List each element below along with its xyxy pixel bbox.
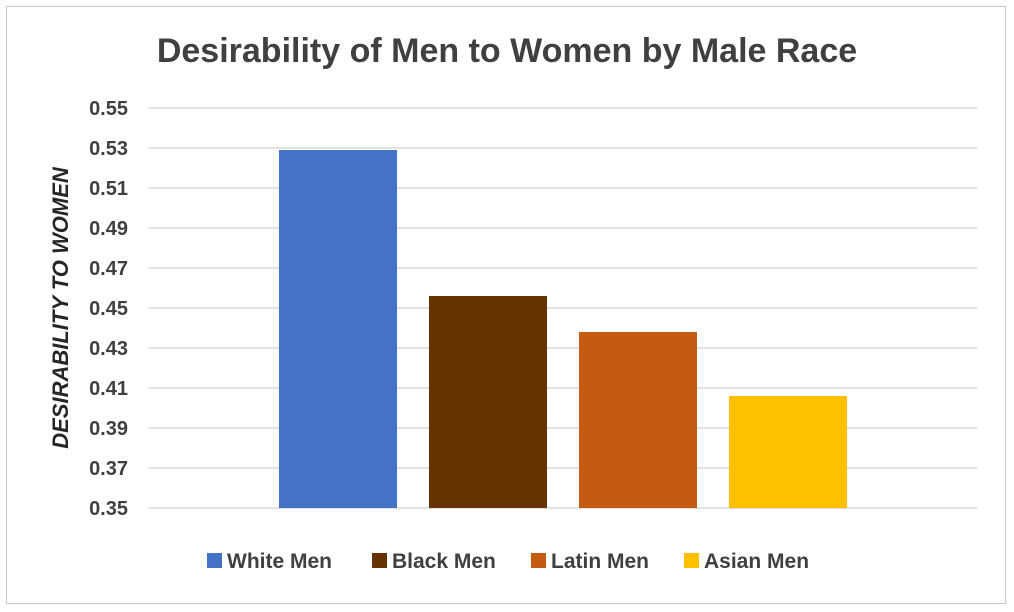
legend-swatch xyxy=(684,553,699,568)
legend: White Men Black Men Latin Men Asian Men xyxy=(207,550,809,573)
legend-swatch xyxy=(207,553,222,568)
y-tick-label: 0.55 xyxy=(89,98,128,120)
y-tick-label: 0.49 xyxy=(89,218,128,240)
y-tick-label: 0.43 xyxy=(89,338,128,360)
y-tick-label: 0.53 xyxy=(89,138,128,160)
y-tick-label: 0.47 xyxy=(89,258,128,280)
gridlines xyxy=(148,107,977,509)
bar-asian-men xyxy=(729,396,847,508)
y-tick-label: 0.45 xyxy=(89,298,128,320)
legend-swatch xyxy=(372,553,387,568)
y-axis-label: DESIRABILITY TO WOMEN xyxy=(48,166,73,449)
bar-latin-men xyxy=(579,332,697,508)
y-tick-label: 0.41 xyxy=(89,378,128,400)
bar-white-men xyxy=(279,150,397,508)
bar-black-men xyxy=(429,296,547,508)
chart-title: Desirability of Men to Women by Male Rac… xyxy=(157,32,857,70)
y-axis-ticks: 0.35 0.37 0.39 0.41 0.43 0.45 0.47 0.49 0.51 0.53… xyxy=(89,98,128,520)
y-tick-label: 0.37 xyxy=(89,458,128,480)
legend-label: White Men xyxy=(227,550,332,573)
legend-label: Latin Men xyxy=(551,550,649,573)
y-tick-label: 0.51 xyxy=(89,178,128,200)
y-tick-label: 0.35 xyxy=(89,498,128,520)
legend-label: Asian Men xyxy=(704,550,809,573)
bars xyxy=(279,150,847,508)
y-tick-label: 0.39 xyxy=(89,418,128,440)
legend-label: Black Men xyxy=(392,550,496,573)
legend-swatch xyxy=(531,553,546,568)
